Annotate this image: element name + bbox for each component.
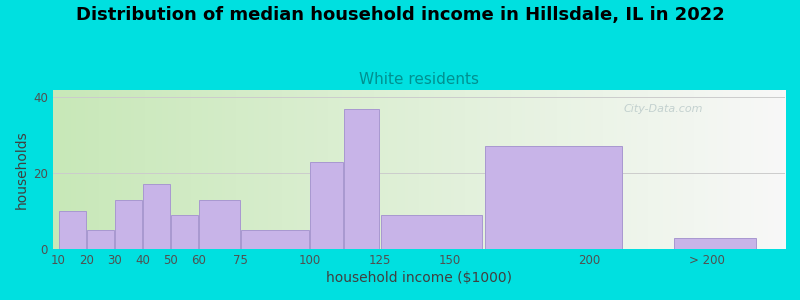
Bar	[241, 230, 310, 249]
X-axis label: household income ($1000): household income ($1000)	[326, 271, 512, 285]
Bar	[485, 146, 622, 249]
Text: Distribution of median household income in Hillsdale, IL in 2022: Distribution of median household income …	[76, 6, 724, 24]
Bar	[310, 162, 343, 249]
Bar	[114, 200, 142, 249]
Bar	[86, 230, 114, 249]
Bar	[381, 215, 482, 249]
Bar	[344, 109, 379, 249]
Bar	[674, 238, 756, 249]
Bar	[142, 184, 170, 249]
Title: White residents: White residents	[359, 72, 479, 87]
Bar	[170, 215, 198, 249]
Text: City-Data.com: City-Data.com	[624, 104, 703, 114]
Y-axis label: households: households	[15, 130, 29, 208]
Bar	[58, 211, 86, 249]
Bar	[198, 200, 240, 249]
